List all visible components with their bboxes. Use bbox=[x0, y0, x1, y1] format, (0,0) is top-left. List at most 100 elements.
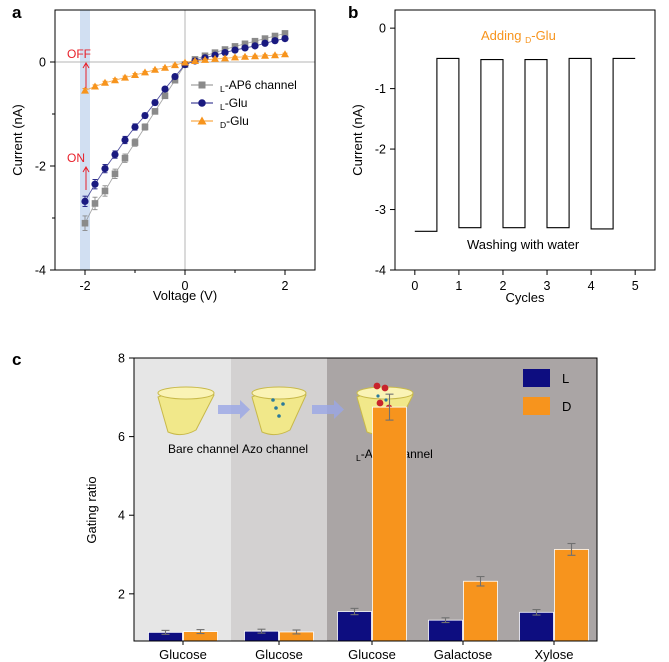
bar-d-4 bbox=[554, 549, 589, 642]
y-axis-label-b: Current (nA) bbox=[350, 104, 365, 176]
data-point bbox=[101, 165, 109, 173]
legend-label-l-glu: L-Glu bbox=[220, 96, 247, 112]
data-point bbox=[151, 108, 159, 115]
data-point bbox=[231, 53, 239, 61]
x-category-label: Galactose bbox=[434, 647, 493, 662]
y-axis-label-c: Gating ratio bbox=[84, 476, 99, 543]
panel-c-chart: Bare channel Azo channel L-AP6 channel 2… bbox=[84, 352, 598, 662]
current-trace bbox=[414, 57, 636, 232]
x-tick-label: 4 bbox=[588, 279, 595, 293]
data-point bbox=[161, 63, 169, 71]
data-point bbox=[171, 61, 179, 69]
x-category-label: Xylose bbox=[534, 647, 573, 662]
y-tick-label: 6 bbox=[118, 430, 125, 444]
data-point bbox=[91, 180, 99, 188]
data-point bbox=[271, 51, 279, 59]
panel-label-a: a bbox=[12, 3, 22, 22]
x-tick-label: 1 bbox=[455, 279, 462, 293]
x-tick-label: 2 bbox=[499, 279, 506, 293]
data-point bbox=[261, 51, 269, 59]
data-point bbox=[111, 76, 119, 84]
plot-frame-c bbox=[133, 357, 598, 642]
y-tick-label: 8 bbox=[118, 352, 125, 366]
legend-label-d-glu: D-Glu bbox=[220, 114, 249, 130]
legend-item-ap6: L-AP6 channel bbox=[191, 78, 297, 94]
data-point bbox=[131, 123, 139, 131]
data-point bbox=[221, 49, 229, 57]
off-label: OFF bbox=[67, 47, 91, 61]
x-tick-label: -2 bbox=[79, 279, 90, 293]
data-point bbox=[161, 92, 169, 100]
region-label-bare: Bare channel bbox=[168, 442, 239, 456]
x-axis-label-a: Voltage (V) bbox=[153, 288, 217, 303]
data-point bbox=[141, 123, 149, 131]
data-point bbox=[261, 35, 269, 42]
bar-l-4 bbox=[519, 611, 554, 642]
data-point bbox=[151, 65, 159, 73]
data-point bbox=[121, 73, 129, 81]
data-point bbox=[91, 200, 99, 207]
y-tick-label: 2 bbox=[118, 587, 125, 601]
legend-label-d: D bbox=[562, 399, 571, 414]
legend-a: L-AP6 channel L-Glu D-Glu bbox=[191, 78, 297, 130]
ap6-channel-illustration bbox=[356, 382, 414, 436]
bar-l-2 bbox=[337, 611, 372, 642]
data-point bbox=[281, 50, 289, 58]
legend-item-l-glu: L-Glu bbox=[191, 96, 247, 112]
data-point bbox=[241, 40, 249, 48]
data-point bbox=[221, 54, 229, 62]
on-label: ON bbox=[67, 151, 85, 165]
legend-c: L D bbox=[523, 369, 571, 415]
legend-circle-marker bbox=[198, 99, 206, 107]
x-tick-label: 5 bbox=[632, 279, 639, 293]
data-point bbox=[131, 71, 139, 78]
data-point bbox=[281, 35, 289, 43]
off-arrowhead bbox=[82, 62, 90, 69]
data-point bbox=[91, 82, 99, 90]
x-tick-label: 3 bbox=[544, 279, 551, 293]
y-axis-label-a: Current (nA) bbox=[10, 104, 25, 176]
data-point bbox=[281, 30, 289, 37]
data-point bbox=[251, 42, 259, 50]
data-point bbox=[241, 52, 249, 60]
data-point bbox=[81, 219, 89, 227]
data-point bbox=[81, 197, 89, 205]
data-point bbox=[271, 32, 279, 40]
data-point bbox=[121, 136, 129, 144]
state-arrows bbox=[82, 62, 90, 190]
bar-d-3 bbox=[463, 580, 498, 642]
panel-label-c: c bbox=[12, 350, 21, 369]
x-tick-label: 0 bbox=[182, 279, 189, 293]
data-point bbox=[251, 37, 259, 45]
highlight-band bbox=[80, 10, 90, 270]
y-tick-label: -1 bbox=[375, 82, 386, 96]
legend-label-ap6: L-AP6 channel bbox=[220, 78, 297, 94]
y-tick-label: -2 bbox=[375, 143, 386, 157]
legend-swatch-d bbox=[523, 397, 550, 415]
data-point bbox=[231, 46, 239, 54]
legend-item-d-glu: D-Glu bbox=[191, 114, 249, 130]
transition-arrows bbox=[218, 400, 344, 419]
y-tick-label: -4 bbox=[375, 264, 386, 278]
y-tick-label: 0 bbox=[379, 22, 386, 36]
data-point bbox=[171, 76, 179, 84]
legend-label-l: L bbox=[562, 371, 569, 386]
data-point bbox=[101, 187, 109, 195]
data-point bbox=[171, 72, 179, 81]
legend-triangle-marker bbox=[197, 116, 207, 125]
panel-a-chart: -2 0 2 -4 -2 0 Voltage (V) Current (nA) OFF O… bbox=[10, 9, 316, 303]
data-point bbox=[261, 39, 269, 47]
series-triangle bbox=[81, 50, 289, 94]
data-point bbox=[211, 54, 219, 62]
data-point bbox=[231, 43, 239, 50]
x-category-label: Glucose bbox=[159, 647, 207, 662]
data-point bbox=[161, 85, 169, 93]
data-point bbox=[201, 55, 209, 63]
y-tick-label: -3 bbox=[375, 203, 386, 217]
on-arrowhead bbox=[82, 166, 90, 173]
data-point bbox=[101, 78, 109, 86]
data-point bbox=[251, 52, 259, 60]
data-point bbox=[141, 111, 149, 120]
y-tick-label: 0 bbox=[39, 56, 46, 70]
